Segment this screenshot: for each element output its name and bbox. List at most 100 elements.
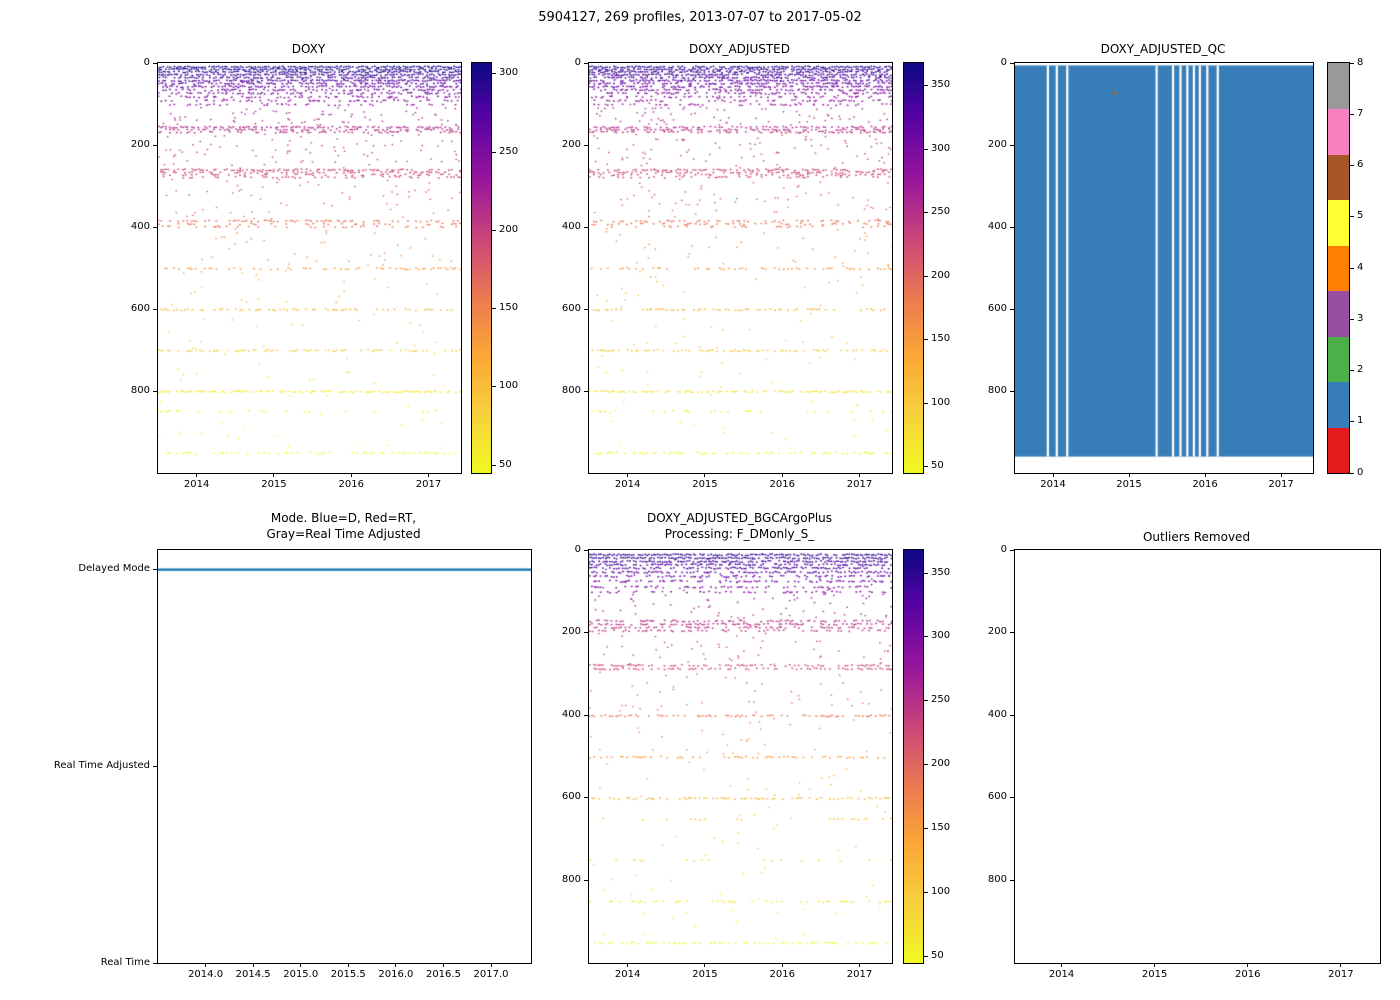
y-tick-label: 800 bbox=[987, 384, 1007, 396]
x-tick-mark bbox=[859, 473, 861, 477]
colorbar-tick-label: 7 bbox=[1357, 107, 1364, 119]
x-tick-mark bbox=[781, 473, 783, 477]
x-tick-mark bbox=[627, 473, 629, 477]
colorbar-tick-mark bbox=[492, 464, 496, 466]
x-tick-label: 2016 bbox=[338, 479, 364, 490]
y-tick-mark bbox=[584, 714, 588, 716]
colorbar-tick-mark bbox=[1350, 318, 1354, 320]
colorbar-tick-label: 4 bbox=[1357, 261, 1364, 273]
colorbar-tick-label: 8 bbox=[1357, 56, 1364, 68]
y-tick-label: 800 bbox=[130, 384, 150, 396]
colorbar-tick-mark bbox=[1350, 216, 1354, 218]
y-tick-mark bbox=[1010, 797, 1014, 799]
x-tick-label: 2015 bbox=[692, 969, 718, 980]
colorbar-gradient bbox=[904, 550, 923, 963]
colorbar-tick-mark bbox=[1350, 165, 1354, 166]
plot-title-outliers-removed: Outliers Removed bbox=[1142, 530, 1251, 544]
colorbar-tick-label: 250 bbox=[499, 145, 519, 157]
qc-colorbar-cell-3 bbox=[1328, 290, 1349, 337]
colorbar-gradient bbox=[904, 63, 923, 473]
x-tick-label: 2016.5 bbox=[425, 969, 461, 980]
y-tick-mark bbox=[153, 226, 157, 228]
x-tick-mark bbox=[442, 963, 444, 967]
x-tick-mark bbox=[273, 473, 275, 477]
colorbar-tick-mark bbox=[492, 308, 496, 310]
colorbar-tick-label: 50 bbox=[931, 460, 944, 472]
colorbar-gradient bbox=[472, 63, 491, 473]
figure-title: 5904127, 269 profiles, 2013-07-07 to 201… bbox=[538, 10, 862, 25]
doxy_adjusted-canvas bbox=[589, 63, 892, 473]
x-tick-label: 2016 bbox=[769, 479, 795, 490]
axes-doxy-adjusted: 2014 2015 2016 2017 0 200 400 600 800 bbox=[562, 57, 893, 490]
x-tick-mark bbox=[300, 963, 302, 967]
x-tick-mark bbox=[196, 473, 198, 477]
x-tick-label: 2017 bbox=[415, 479, 442, 490]
x-tick-label: 2015 bbox=[692, 479, 718, 490]
y-tick-mark bbox=[1010, 632, 1014, 634]
plot-title-mode: Mode. Blue=D, Red=RT, Gray=Real Time Adj… bbox=[266, 511, 421, 541]
colorbar-tick-mark bbox=[924, 636, 928, 638]
y-tick-label: 0 bbox=[1000, 56, 1007, 68]
colorbar-tick-label: 250 bbox=[931, 206, 951, 218]
colorbar-tick-label: 200 bbox=[931, 269, 951, 281]
x-tick-mark bbox=[252, 963, 254, 967]
y-category-label: Real Time Adjusted bbox=[53, 759, 150, 771]
axes-mode: 2014.0 2014.5 2015.0 2015.5 2016.0 2016.5 2017… bbox=[54, 549, 532, 980]
colorbar-tick-label: 300 bbox=[931, 142, 951, 154]
x-tick-label: 2016 bbox=[769, 969, 795, 980]
x-tick-mark bbox=[1154, 963, 1156, 967]
y-tick-mark bbox=[1010, 226, 1014, 228]
y-tick-mark bbox=[584, 390, 588, 392]
y-tick-mark bbox=[584, 308, 588, 310]
y-tick-label: 0 bbox=[1000, 543, 1007, 555]
y-tick-label: 600 bbox=[561, 302, 581, 314]
colorbar-bgcargoplus: 50 100 150 200 250 300 350 bbox=[903, 549, 950, 964]
y-tick-mark bbox=[1010, 62, 1014, 64]
colorbar-tick-mark bbox=[924, 828, 928, 830]
x-tick-mark bbox=[781, 963, 783, 967]
x-tick-mark bbox=[350, 473, 352, 477]
colorbar-tick-mark bbox=[924, 956, 928, 958]
colorbar-tick-label: 2 bbox=[1357, 364, 1364, 375]
y-tick-mark bbox=[584, 879, 588, 881]
colorbar-tick-label: 100 bbox=[499, 380, 519, 392]
y-tick-label: 0 bbox=[143, 56, 150, 68]
colorbar-tick-label: 1 bbox=[1357, 415, 1364, 427]
y-tick-label: 600 bbox=[561, 791, 581, 803]
x-tick-mark bbox=[704, 473, 706, 477]
x-tick-label: 2017 bbox=[846, 969, 873, 980]
colorbar-tick-mark bbox=[492, 386, 496, 388]
colorbar-tick-label: 200 bbox=[499, 223, 519, 235]
y-category-label: Delayed Mode bbox=[78, 563, 150, 575]
colorbar-tick-label: 100 bbox=[931, 396, 951, 408]
y-tick-label: 400 bbox=[561, 220, 581, 232]
y-tick-label: 400 bbox=[561, 708, 581, 720]
y-tick-mark bbox=[584, 797, 588, 799]
x-tick-label: 2017.0 bbox=[473, 969, 509, 980]
y-tick-label: 600 bbox=[987, 302, 1007, 314]
x-tick-mark bbox=[1061, 963, 1063, 967]
colorbar-tick-mark bbox=[1350, 472, 1354, 474]
x-tick-mark bbox=[1052, 473, 1054, 477]
colorbar-tick-label: 250 bbox=[931, 694, 951, 706]
x-tick-label: 2017 bbox=[1268, 479, 1294, 490]
y-tick-label: 200 bbox=[130, 138, 150, 150]
colorbar-doxy-adjusted: 50 100 150 200 250 300 350 bbox=[903, 62, 950, 474]
colorbar-tick-mark bbox=[924, 85, 928, 87]
y-tick-label: 800 bbox=[987, 873, 1007, 885]
colorbar-tick-mark bbox=[492, 151, 496, 153]
axes-doxy-adjusted-qc: 2014 2015 2016 2017 0 200 400 600 800 bbox=[988, 57, 1314, 490]
plot-title-doxy-adjusted: DOXY_ADJUSTED bbox=[688, 42, 790, 56]
x-tick-label: 2014.5 bbox=[235, 969, 271, 980]
doxy-canvas bbox=[158, 63, 461, 473]
y-tick-label: 200 bbox=[561, 626, 581, 638]
x-tick-label: 2014 bbox=[1048, 969, 1075, 980]
colorbar-tick-mark bbox=[924, 402, 928, 404]
colorbar-tick-label: 50 bbox=[499, 458, 512, 470]
y-tick-label: 400 bbox=[987, 708, 1007, 720]
qc-colorbar-cell-5 bbox=[1328, 199, 1349, 246]
y-tick-mark bbox=[584, 549, 588, 551]
colorbar-tick-label: 150 bbox=[931, 822, 951, 834]
y-tick-mark bbox=[584, 144, 588, 146]
colorbar-tick-label: 350 bbox=[931, 79, 951, 91]
